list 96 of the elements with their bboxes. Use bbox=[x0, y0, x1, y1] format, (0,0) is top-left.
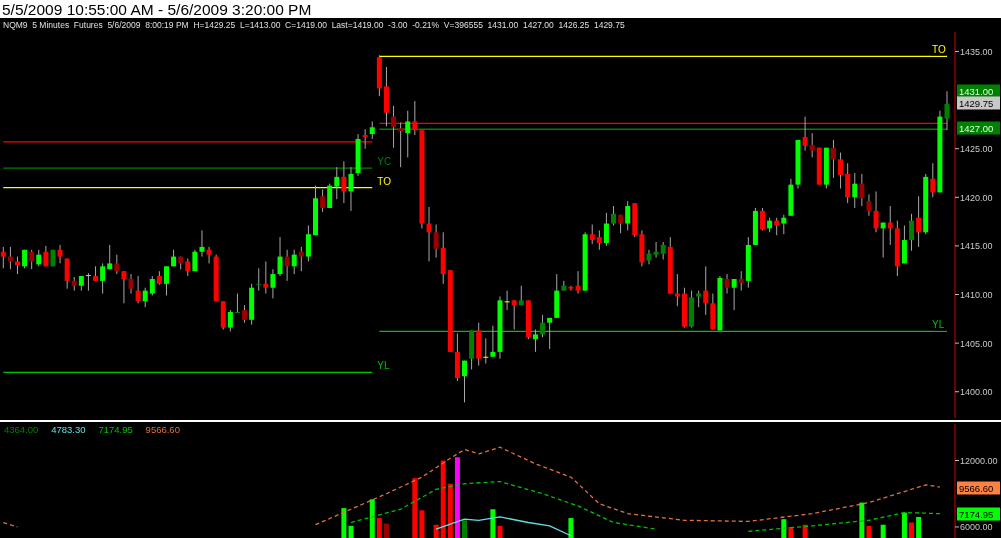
candlestick bbox=[589, 224, 595, 245]
text: 4783.30 bbox=[51, 424, 86, 435]
candlestick bbox=[724, 273, 730, 295]
candlestick bbox=[256, 267, 262, 292]
text: 9566.60 bbox=[959, 482, 994, 494]
candlestick bbox=[305, 224, 311, 262]
candlestick bbox=[568, 285, 574, 292]
candlestick bbox=[426, 206, 432, 262]
candlestick bbox=[830, 139, 836, 179]
candlestick bbox=[128, 273, 134, 295]
series-label: YL bbox=[377, 360, 390, 372]
candlestick bbox=[859, 173, 865, 207]
series-label: YL bbox=[932, 319, 945, 331]
candlestick bbox=[199, 229, 205, 258]
candlestick bbox=[149, 275, 155, 296]
candlestick bbox=[866, 193, 872, 217]
candlestick bbox=[0, 246, 6, 269]
candlestick bbox=[781, 214, 787, 235]
series-label: YC bbox=[377, 156, 392, 168]
candlestick bbox=[916, 195, 922, 248]
candlestick bbox=[540, 314, 546, 338]
candlestick bbox=[511, 299, 517, 331]
candlestick bbox=[462, 360, 468, 403]
y-tick-label: 1400.00 bbox=[960, 387, 993, 398]
candlestick bbox=[100, 262, 106, 295]
candlestick bbox=[348, 166, 354, 212]
candlestick bbox=[29, 249, 35, 270]
y-tick-label: 6000.00 bbox=[960, 522, 993, 533]
candlestick bbox=[270, 268, 276, 299]
candlestick bbox=[114, 254, 120, 275]
y-tick-label: 1425.00 bbox=[960, 144, 993, 155]
candlestick bbox=[838, 152, 844, 190]
candlestick bbox=[234, 293, 240, 314]
line-series bbox=[435, 516, 572, 537]
candlestick bbox=[625, 200, 631, 231]
candlestick bbox=[490, 325, 496, 358]
candlestick bbox=[277, 236, 283, 277]
candlestick bbox=[596, 229, 602, 251]
candlestick bbox=[57, 244, 63, 264]
candlestick bbox=[901, 224, 907, 264]
series-label: TO bbox=[377, 175, 392, 187]
candlestick bbox=[653, 241, 659, 259]
candlestick bbox=[64, 258, 70, 290]
y-tick-label: 1435.00 bbox=[960, 46, 993, 57]
candlestick bbox=[121, 270, 127, 304]
candlestick bbox=[433, 224, 439, 259]
candlestick bbox=[398, 121, 404, 168]
candlestick bbox=[532, 329, 538, 353]
annotation: 9566.60 bbox=[145, 424, 180, 435]
text: 4364.00 bbox=[4, 424, 39, 435]
candlestick bbox=[575, 270, 581, 295]
candlestick bbox=[852, 172, 858, 209]
candlestick bbox=[107, 244, 113, 270]
candlestick bbox=[703, 265, 709, 316]
candlestick bbox=[909, 213, 915, 252]
candlestick bbox=[142, 287, 148, 308]
chart-title: 5/5/2009 10:55:00 AM - 5/6/2009 3:20:00 PM bbox=[2, 1, 312, 18]
candlestick bbox=[603, 212, 609, 247]
y-tick-label: 1405.00 bbox=[960, 338, 993, 349]
candlestick bbox=[206, 246, 212, 264]
candlestick bbox=[85, 272, 91, 292]
candlestick bbox=[873, 190, 879, 233]
candlestick bbox=[611, 205, 617, 226]
text: 7174.95 bbox=[959, 508, 994, 520]
candlestick bbox=[391, 105, 397, 149]
chart-subtitle: NQM9 5 Minutes Futures 5/6/2009 8:00:19 PM H=1429.25 L=1413.00 C=1419.00 Last=1419.00 -3.00 -0.21% V=396555 1431.00 1427.00 1426.25 1429.75 bbox=[3, 20, 625, 30]
candlestick bbox=[284, 249, 290, 282]
candlestick bbox=[504, 290, 510, 311]
candlestick bbox=[334, 166, 340, 200]
candlestick bbox=[135, 275, 141, 304]
candlestick bbox=[291, 249, 297, 275]
y-tick-label: 1415.00 bbox=[960, 241, 993, 252]
y-tick-label: 12000.00 bbox=[960, 456, 998, 467]
y-tick-label: 1410.00 bbox=[960, 290, 993, 301]
text: 1427.00 bbox=[959, 122, 994, 134]
candlestick bbox=[760, 207, 766, 231]
candlestick bbox=[405, 110, 411, 158]
candlestick bbox=[738, 270, 744, 292]
candlestick bbox=[341, 160, 347, 204]
candlestick bbox=[547, 317, 553, 350]
candlestick bbox=[227, 309, 233, 332]
candlestick bbox=[930, 162, 936, 198]
text: 1429.75 bbox=[959, 97, 994, 109]
y-tick-label: 1420.00 bbox=[960, 192, 993, 203]
candlestick bbox=[298, 246, 304, 272]
candlestick bbox=[164, 265, 169, 296]
candlestick bbox=[731, 278, 737, 311]
annotation: 7174.95 bbox=[98, 424, 133, 435]
candlestick bbox=[327, 183, 333, 209]
series-label: TO bbox=[932, 44, 946, 56]
candlestick bbox=[263, 260, 269, 295]
candlestick bbox=[809, 132, 815, 158]
text: 1431.00 bbox=[959, 85, 994, 97]
candlestick bbox=[483, 337, 489, 365]
candlestick bbox=[320, 189, 326, 213]
candlestick bbox=[845, 162, 851, 204]
